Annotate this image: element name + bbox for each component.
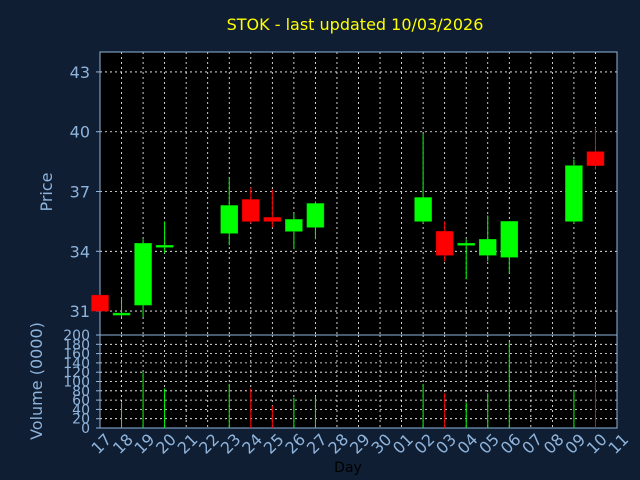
candle-body <box>586 151 605 166</box>
chart-title: STOK - last updated 10/03/2026 <box>227 15 484 34</box>
candle-body <box>112 312 131 316</box>
candle-body <box>565 165 583 222</box>
candle-body <box>306 203 325 228</box>
volume-tick-label: 120 <box>63 365 90 381</box>
volume-tick-label: 60 <box>72 393 90 409</box>
volume-tick-label: 180 <box>63 337 90 353</box>
price-tick-label: 34 <box>70 242 90 261</box>
volume-tick-label: 20 <box>72 412 90 428</box>
price-tick-label: 37 <box>70 183 90 202</box>
candle-body <box>91 294 109 312</box>
volume-tick-label: 140 <box>63 356 90 372</box>
price-tick-label: 31 <box>70 302 90 321</box>
x-axis: 1718192021222324252627282930010203040506… <box>87 430 632 458</box>
candle-body <box>500 221 519 258</box>
price-tick-label: 40 <box>70 123 90 142</box>
volume-axis-label: Volume (0000) <box>27 322 46 440</box>
candle-body <box>435 231 454 256</box>
candle-body <box>414 197 432 222</box>
candle-body <box>479 239 497 256</box>
volume-tick-label: 200 <box>63 328 90 344</box>
x-tick-label: 11 <box>604 430 632 458</box>
x-axis-label: Day <box>334 460 362 476</box>
candle-body <box>134 243 152 306</box>
price-panel: 31 34 37 40 43 <box>70 51 618 336</box>
price-tick-label: 43 <box>70 63 90 82</box>
volume-tick-label: 40 <box>72 402 90 418</box>
volume-tick-label: 160 <box>63 347 90 363</box>
candle-body <box>155 245 174 248</box>
volume-tick-label: 100 <box>63 375 90 391</box>
price-axis-label: Price <box>37 172 56 211</box>
candle-body <box>285 219 303 232</box>
volume-tick-label: 0 <box>81 421 90 437</box>
candle-body <box>242 199 260 222</box>
candle-body <box>220 205 238 234</box>
volume-tick-label: 80 <box>72 384 90 400</box>
candle-body <box>457 243 475 246</box>
candle-body <box>263 217 282 222</box>
volume-panel-border <box>99 334 618 429</box>
